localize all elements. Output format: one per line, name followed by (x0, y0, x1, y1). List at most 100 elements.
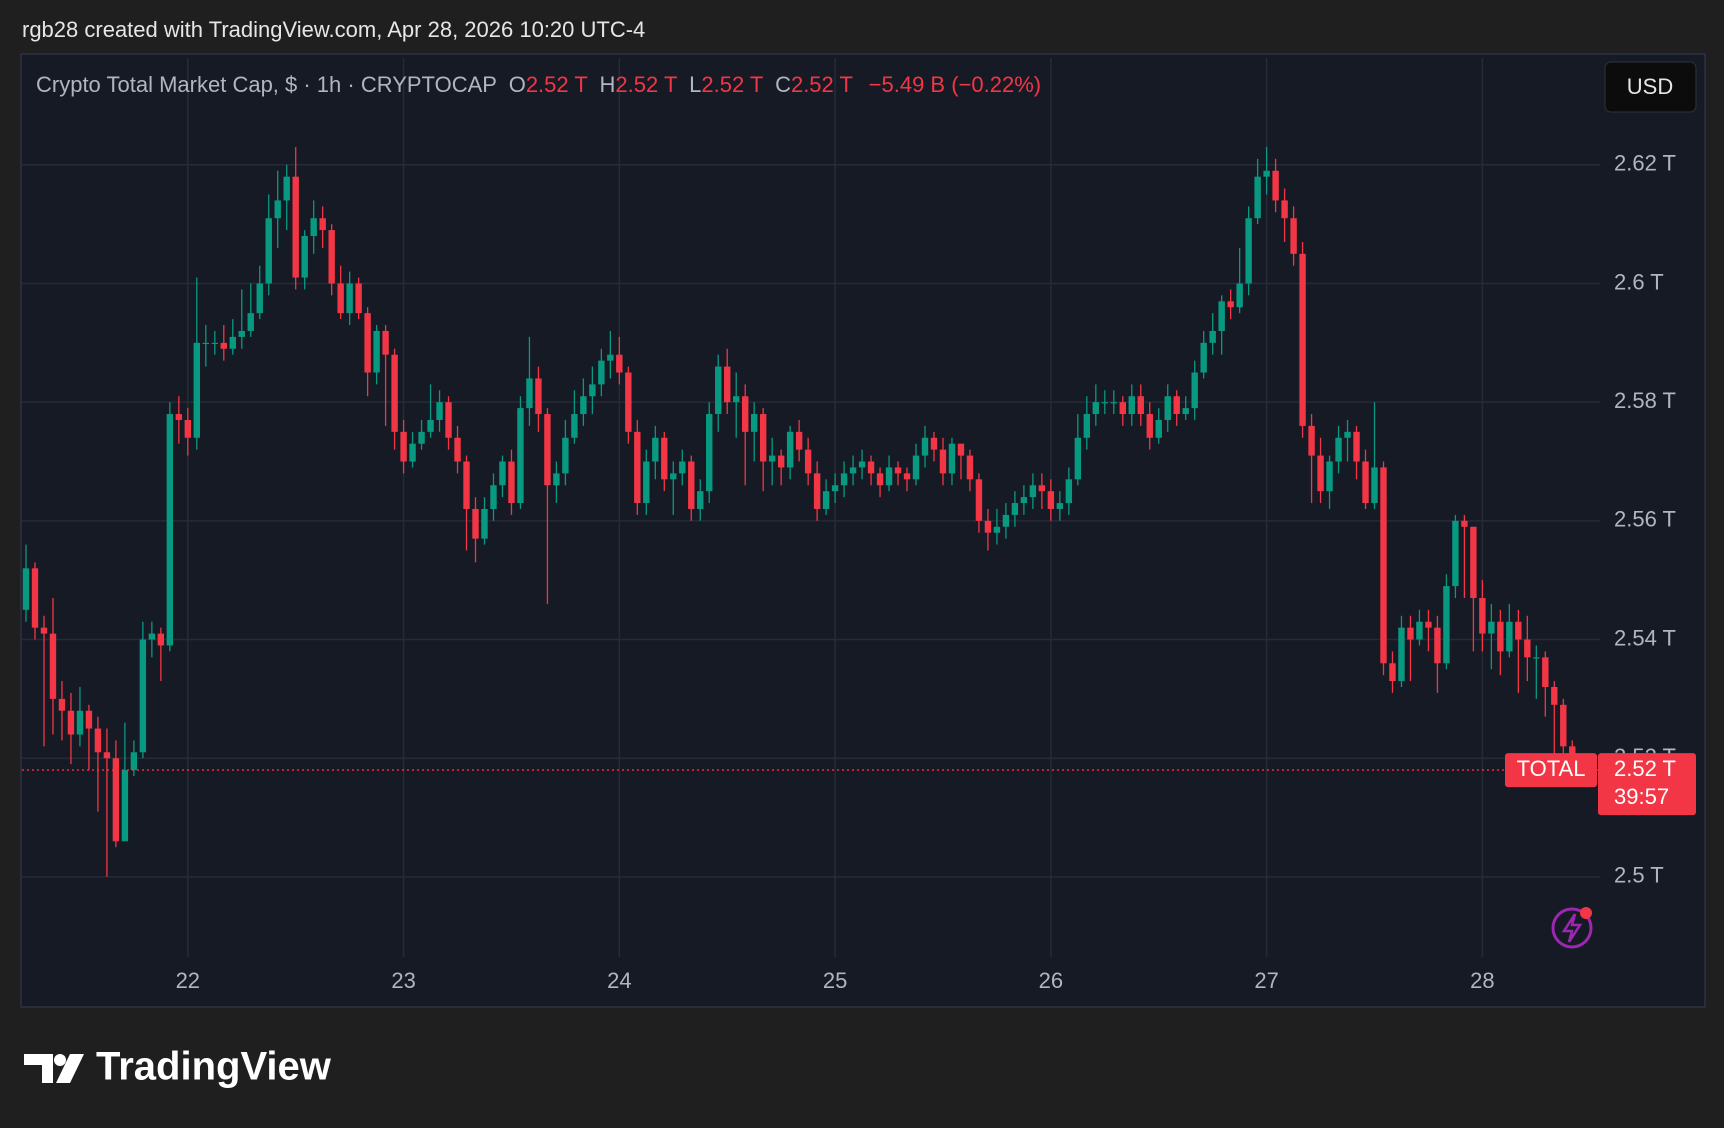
candle-body (517, 408, 524, 504)
plot: 2.5 T 2.52 T 2.54 T 2.56 T 2.58 T 2.6 T 2.62 T… (22, 58, 1696, 993)
candle-body (1119, 402, 1126, 415)
candle-body (616, 354, 623, 373)
candle-body (867, 461, 875, 474)
legend-change: −5.49 B (−0.22%) (869, 72, 1041, 97)
candle-body (1533, 657, 1540, 659)
candle-body (526, 378, 533, 409)
y-tick-label: 2.5 T (1614, 863, 1664, 888)
alert-icon[interactable] (1551, 907, 1593, 949)
candle-body (1083, 414, 1091, 438)
candle-body (1443, 586, 1450, 664)
candle-body (1434, 627, 1441, 664)
candle-body (1389, 663, 1396, 682)
candle-body (724, 366, 731, 403)
candle-body (643, 461, 650, 504)
candle-body (715, 366, 722, 415)
candle-body (346, 283, 353, 314)
candle-body (499, 461, 506, 486)
candle-body (1236, 283, 1243, 308)
legend-high: 2.52 T (615, 72, 677, 97)
candle-body (661, 437, 668, 480)
candle-body (1506, 621, 1513, 652)
x-tick-label: 27 (1254, 968, 1278, 993)
candle-body (553, 473, 560, 486)
candle-body (1272, 170, 1279, 201)
candle-body (1092, 402, 1100, 415)
candle-body (166, 414, 174, 646)
candle-body (1254, 176, 1261, 219)
candle-body (1038, 485, 1046, 492)
candle-body (634, 431, 641, 504)
candle-body (1011, 503, 1019, 515)
candle-body (364, 313, 371, 373)
candle-body (229, 336, 236, 349)
candle-body (1515, 621, 1522, 640)
candle-body (1263, 170, 1270, 177)
candle-body (310, 218, 317, 237)
candle-body (1416, 621, 1423, 640)
candle-body (1074, 437, 1082, 480)
candle-body (1200, 342, 1207, 373)
legend-low: 2.52 T (701, 72, 763, 97)
candle-body (1488, 621, 1495, 634)
x-tick-label: 28 (1470, 968, 1494, 993)
candle-body (571, 414, 578, 438)
candle-body (1245, 218, 1252, 284)
candle-body (256, 283, 263, 314)
price-label: 2.52 T (1614, 756, 1676, 781)
candle-body (508, 461, 515, 504)
candle-body (283, 176, 290, 201)
candle-body (1551, 687, 1558, 705)
legend-close-label: C (775, 72, 791, 97)
candle-body (822, 491, 830, 509)
candle-body (130, 752, 138, 771)
candle-body (391, 354, 398, 432)
candle-body (1002, 514, 1010, 527)
logo-shape (56, 1054, 84, 1083)
candle-body (238, 330, 245, 337)
brand-name: TradingView (96, 1045, 332, 1089)
candle-body (652, 437, 659, 462)
candle-body (148, 633, 156, 640)
currency-label[interactable]: USD (1627, 74, 1673, 99)
candle-body (1542, 657, 1549, 688)
candle-body (921, 437, 929, 456)
price-box (1598, 753, 1696, 816)
candle-body (939, 449, 947, 474)
y-tick-label: 2.58 T (1614, 388, 1676, 413)
candle-body (409, 443, 416, 462)
alert-ring[interactable] (1551, 907, 1593, 949)
candle-body (831, 485, 839, 492)
y-tick-label: 2.56 T (1614, 507, 1676, 532)
candle-body (1380, 467, 1387, 664)
currency-button[interactable] (1604, 61, 1697, 113)
candle-body (31, 568, 39, 628)
candle-body (463, 461, 470, 509)
candle-body (984, 520, 992, 533)
candle-body (445, 402, 452, 438)
candle-body (373, 330, 380, 373)
candle-body (1371, 467, 1378, 504)
candle-body (948, 443, 956, 474)
legend-high-label: H (600, 72, 616, 97)
y-tick-label: 2.6 T (1614, 269, 1664, 294)
candle-body (1425, 621, 1432, 628)
candle-body (894, 467, 902, 474)
candle-body (1020, 497, 1028, 504)
candle-body (1299, 253, 1306, 426)
candle-body (759, 414, 767, 462)
candle-body (202, 342, 209, 345)
candle-body (1047, 491, 1055, 509)
candle-body (957, 443, 965, 456)
candle-body (454, 437, 461, 462)
candle-body (768, 455, 776, 462)
credit: rgb28 created with TradingView.com, Apr … (22, 17, 645, 42)
candle-body (975, 479, 983, 521)
candle-body (1173, 396, 1180, 415)
candle-body (903, 473, 911, 480)
alert-bolt (1561, 913, 1583, 943)
candle-body (1344, 431, 1351, 438)
candle-body (121, 770, 129, 842)
candle-body (598, 360, 605, 385)
candle-body (193, 342, 201, 438)
